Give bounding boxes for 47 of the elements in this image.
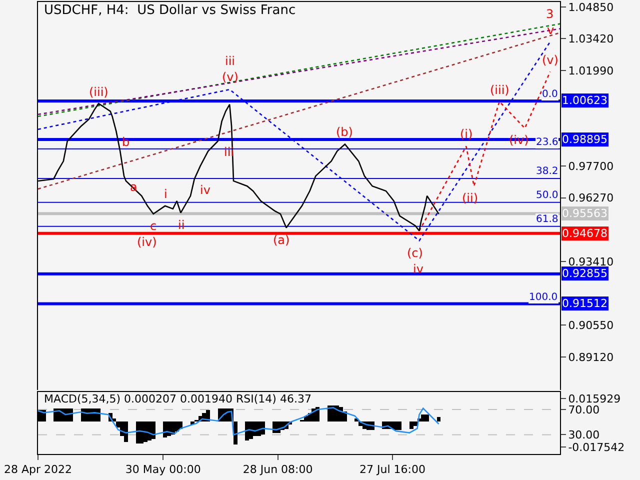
annotation: (iv) (137, 235, 157, 249)
annotation: (iii) (490, 83, 510, 97)
annotation: (ii) (462, 191, 478, 205)
y2-tick-label: 70.00 (568, 403, 600, 416)
annotation: (v) (222, 70, 238, 84)
x-tick-label: 30 May 00:00 (125, 463, 201, 476)
y-tick-label: 0.89120 (568, 350, 614, 364)
y-tick-label: 1.04850 (568, 0, 614, 14)
annotation: v (547, 23, 554, 37)
annotation: 61.8 (536, 214, 558, 225)
x-tick-label: 28 Apr 2022 (4, 463, 72, 476)
y-tick-label: 0.93410 (568, 255, 614, 268)
y-tick-label: 1.01990 (568, 64, 614, 78)
chart-title: USDCHF, H4: US Dollar vs Swiss Franc (44, 3, 296, 18)
ref-line-label: 0.91512 (562, 297, 608, 310)
annotation: (a) (273, 233, 290, 247)
ref-line-label: 0.94678 (562, 227, 608, 240)
annotation: 3 (546, 7, 554, 21)
ref-line-label: 1.00623 (562, 94, 608, 107)
y2-tick-label: 30.00 (568, 428, 600, 442)
x-tick-label: 28 Jun 08:00 (242, 463, 313, 476)
y-tick-label: 0.96270 (568, 192, 614, 205)
annotation: (c) (407, 246, 423, 260)
x-tick-label: 27 Jul 16:00 (360, 463, 426, 476)
annotation: (iv) (509, 133, 529, 147)
annotation: (v) (542, 53, 558, 67)
y-tick-label: 1.03420 (568, 32, 614, 46)
annotation: i (164, 187, 168, 201)
ref-line-label: 0.98895 (562, 133, 608, 146)
annotation: 50.0 (536, 190, 558, 201)
annotation: (i) (460, 127, 473, 141)
y-tick-label: -0.017542 (568, 440, 625, 454)
ref-line-label: 0.92855 (562, 267, 608, 280)
annotation: 23.6 (536, 137, 558, 148)
chart-title: MACD(5,34,5) 0.000207 0.001940 RSI(14) 46.37 (44, 392, 312, 406)
annotation: iv (200, 183, 210, 197)
annotation: 100.0 (529, 292, 558, 303)
annotation: (b) (336, 125, 353, 139)
annotation: iii (225, 54, 236, 68)
annotation: 0.0 (542, 89, 558, 100)
y-tick-label: 0.90550 (568, 319, 614, 332)
annotation: 38.2 (536, 166, 558, 177)
y-tick-label: 0.97700 (568, 160, 614, 173)
annotation: iv (413, 262, 424, 276)
ref-line-label: 0.95563 (562, 207, 608, 220)
annotation: (iii) (89, 85, 108, 99)
y-tick-label: 0.015929 (568, 392, 621, 406)
